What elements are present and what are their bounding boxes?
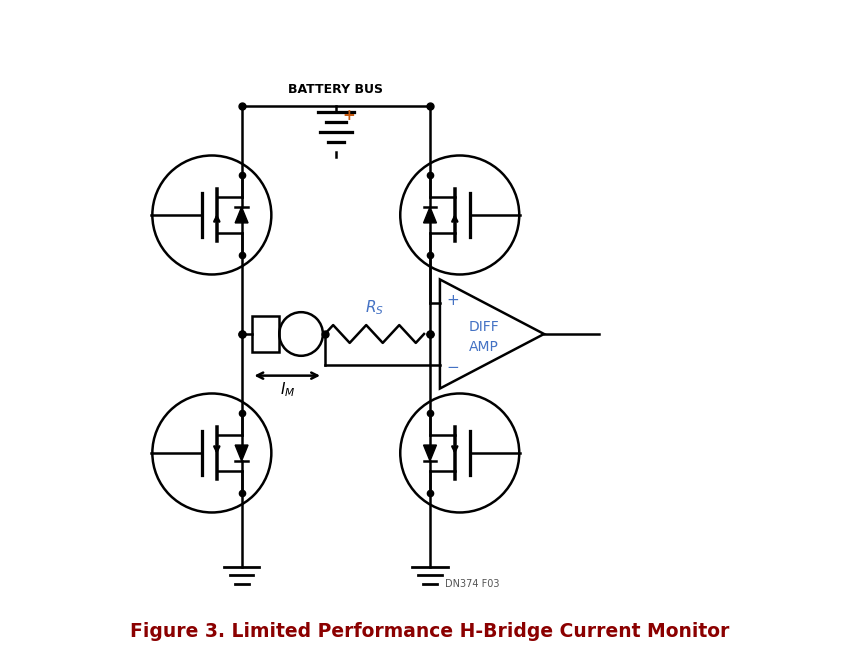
Text: AMP: AMP	[468, 340, 499, 354]
Text: DIFF: DIFF	[468, 320, 499, 334]
Text: $R_S$: $R_S$	[365, 298, 384, 317]
Bar	[251, 316, 279, 352]
Text: +: +	[447, 293, 460, 308]
Text: $I_M$: $I_M$	[280, 380, 295, 399]
Text: Figure 3. Limited Performance H-Bridge Current Monitor: Figure 3. Limited Performance H-Bridge C…	[130, 622, 729, 641]
Polygon shape	[235, 207, 248, 223]
Text: BATTERY BUS: BATTERY BUS	[288, 83, 383, 96]
Text: +: +	[343, 108, 356, 123]
Polygon shape	[424, 445, 437, 461]
Text: −: −	[447, 360, 460, 375]
Text: DN374 F03: DN374 F03	[445, 579, 499, 589]
Polygon shape	[235, 445, 248, 461]
Polygon shape	[424, 207, 437, 223]
